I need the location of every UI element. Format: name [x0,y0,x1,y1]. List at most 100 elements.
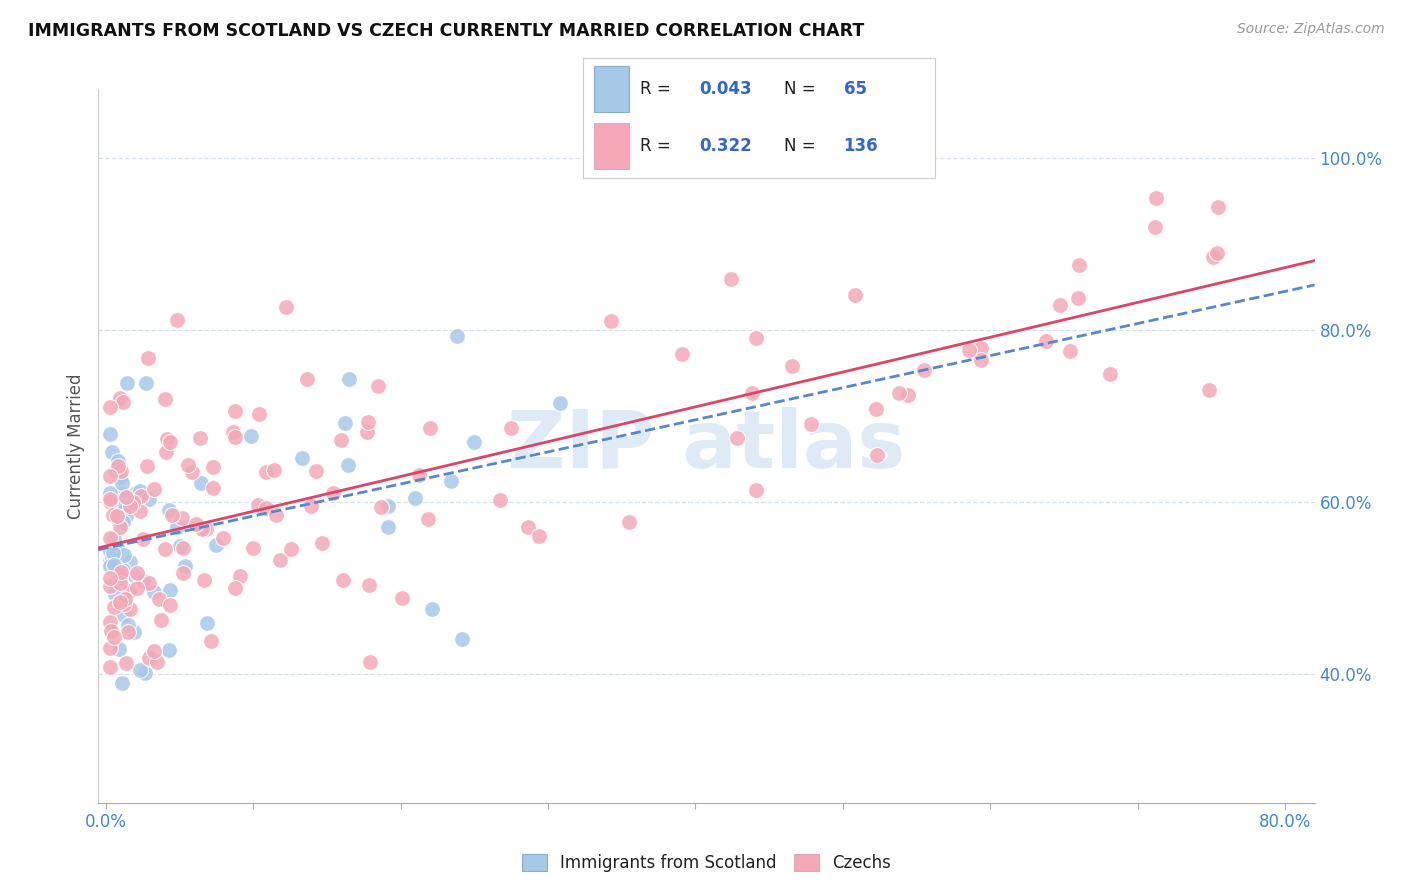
Point [229,569,252,583]
Point [176,458,198,473]
Point [101,445,124,459]
Point [291,451,314,466]
Point [489,493,512,508]
Point [420,602,443,616]
Point [112,515,135,529]
Point [249,407,271,421]
Point [224,581,246,595]
Point [246,498,269,512]
Point [254,466,277,480]
Point [269,553,291,567]
Point [159,599,181,613]
Point [205,538,228,552]
Point [440,474,463,488]
Point [138,576,160,591]
Point [114,592,136,607]
Point [957,343,980,357]
Point [1198,383,1220,397]
Point [1066,291,1088,305]
Text: N =: N = [785,136,821,155]
Point [336,458,359,472]
Point [107,458,129,473]
Point [159,503,181,517]
Point [256,500,278,515]
Point [745,483,768,498]
Point [274,301,297,315]
Point [201,459,224,474]
Point [103,558,125,573]
Point [212,531,235,545]
Point [1098,368,1121,382]
Point [111,486,134,500]
Point [98,660,121,674]
Point [370,500,392,515]
Point [745,331,768,345]
Text: R =: R = [640,136,676,155]
Point [98,427,121,442]
Point [408,468,430,483]
Point [104,587,127,601]
Text: 0.043: 0.043 [700,80,752,98]
Point [356,425,378,439]
Point [800,417,823,432]
Point [155,445,177,459]
Point [143,585,166,599]
Point [108,470,131,484]
Point [107,454,129,468]
Point [1035,334,1057,348]
Point [117,625,139,640]
Point [111,394,134,409]
Point [172,511,194,525]
Point [359,578,381,592]
Point [135,376,157,390]
Point [181,465,204,479]
Point [120,555,142,569]
Point [138,651,160,665]
Point [1206,200,1229,214]
Point [114,499,136,513]
Point [619,515,641,529]
Point [1202,250,1225,264]
Point [224,404,246,418]
Point [121,494,143,508]
Point [98,495,121,509]
Point [129,663,152,677]
Point [98,554,121,568]
Point [200,634,222,648]
Point [143,482,166,496]
Point [599,314,621,328]
Point [193,573,215,587]
Point [970,341,993,355]
Point [110,565,132,579]
Text: ZIP atlas: ZIP atlas [508,407,905,485]
Point [110,391,132,405]
Point [195,522,218,536]
Point [305,464,328,478]
Point [129,489,152,503]
Point [98,400,121,414]
Text: 0.322: 0.322 [700,136,752,155]
Point [149,613,172,627]
Point [117,617,139,632]
Point [418,511,440,525]
Point [172,566,194,581]
Point [377,520,399,534]
Point [125,485,148,500]
Point [111,675,134,690]
Point [115,657,138,671]
Text: 136: 136 [844,136,879,155]
Point [98,486,121,500]
Point [131,533,153,547]
Point [101,546,124,560]
Point [1144,191,1167,205]
Text: 65: 65 [844,80,866,98]
Legend: Immigrants from Scotland, Czechs: Immigrants from Scotland, Czechs [513,846,900,880]
Point [159,435,181,450]
Point [114,490,136,504]
Point [741,385,763,400]
Point [897,388,920,402]
Point [124,569,146,583]
Point [1059,343,1081,358]
Point [159,583,181,598]
Point [548,396,571,410]
